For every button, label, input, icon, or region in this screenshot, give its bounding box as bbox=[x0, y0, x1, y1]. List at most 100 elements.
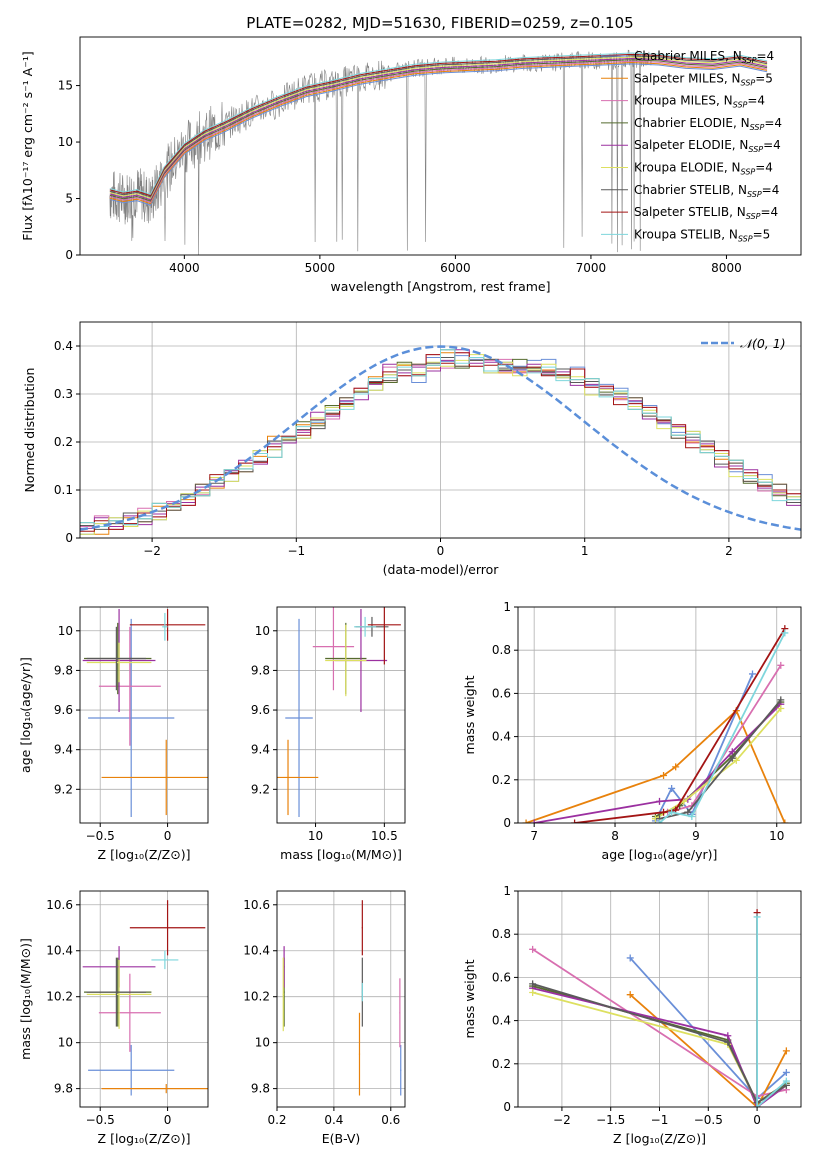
x-tick-label: −1 bbox=[287, 544, 305, 558]
model-line-0 bbox=[109, 63, 768, 206]
data-point bbox=[660, 771, 668, 779]
axes-frame bbox=[79, 606, 209, 824]
model-line-7 bbox=[109, 53, 768, 197]
y-tick-label: 9.4 bbox=[251, 743, 270, 757]
model-line-5 bbox=[109, 56, 768, 199]
x-tick-label: 1 bbox=[581, 544, 589, 558]
plot-area-age-vs-z bbox=[82, 608, 208, 818]
y-tick-label: 10.6 bbox=[46, 898, 73, 912]
weight-line-7 bbox=[574, 628, 786, 823]
y-axis-label: mass weight bbox=[462, 675, 477, 754]
plot-area-mass-vs-z bbox=[82, 900, 208, 1096]
axes-frame bbox=[79, 36, 802, 256]
y-tick-label: 10 bbox=[58, 624, 73, 638]
legend-entry: Kroupa ELODIE, NSSP=4 bbox=[634, 161, 773, 177]
legend-entry: 𝒩(0, 1) bbox=[740, 336, 786, 351]
data-point bbox=[724, 1032, 732, 1040]
y-tick-label: 9.6 bbox=[54, 703, 73, 717]
data-point bbox=[626, 954, 634, 962]
legend-tail: =4 bbox=[763, 138, 781, 152]
x-axis-label: age [log₁₀(age/yr)] bbox=[602, 847, 718, 862]
legend-tail: =4 bbox=[747, 94, 765, 108]
y-axis-label: age [log₁₀(age/yr)] bbox=[18, 657, 33, 773]
axes-frame bbox=[79, 890, 209, 1108]
x-tick-label: 10.5 bbox=[371, 829, 398, 843]
axes-frame bbox=[517, 606, 802, 824]
axes-mass-vs-z: −0.5 0 9.8 10 10.2 10.4 10.6 Z [log₁₀(Z/Z⊙)] mas… bbox=[18, 890, 209, 1146]
x-tick-label: 8000 bbox=[711, 261, 742, 275]
data-point bbox=[684, 808, 692, 816]
x-tick-label: 8 bbox=[611, 829, 619, 843]
y-tick-label: 0.2 bbox=[54, 435, 73, 449]
plot-area-spectrum bbox=[109, 49, 768, 255]
plot-area-mass-vs-ebv bbox=[282, 900, 402, 1096]
x-tick-label: −1 bbox=[651, 1113, 669, 1127]
legend-entry: Chabrier ELODIE, NSSP=4 bbox=[634, 116, 782, 132]
data-point bbox=[781, 629, 789, 637]
y-tick-label: 9.8 bbox=[251, 1082, 270, 1096]
x-tick-label: −0.5 bbox=[694, 1113, 723, 1127]
data-point bbox=[529, 989, 537, 997]
normal-reference-curve bbox=[80, 345, 801, 531]
data-point bbox=[522, 819, 530, 823]
y-tick-label: 9.8 bbox=[54, 663, 73, 677]
x-tick-label: 4000 bbox=[169, 261, 200, 275]
y-tick-label: 10.2 bbox=[46, 990, 73, 1004]
y-tick-label: 0 bbox=[503, 816, 511, 830]
data-point bbox=[688, 813, 696, 821]
axes-frame bbox=[517, 890, 802, 1108]
legend-entry: Salpeter ELODIE, NSSP=4 bbox=[634, 138, 781, 154]
x-tick-label: −2 bbox=[143, 544, 161, 558]
plot-area-mass-weight-vs-age bbox=[522, 625, 789, 823]
y-axis-label: Normed distribution bbox=[22, 368, 37, 493]
axes-age-vs-mass: 10 10.5 9.2 9.4 9.6 9.8 10 mass [log₁₀(M/M⊙)] bbox=[251, 606, 406, 862]
legend-subscript: SSP bbox=[741, 78, 756, 87]
y-tick-label: 0.8 bbox=[492, 643, 511, 657]
legend-subscript: SSP bbox=[747, 190, 762, 199]
axes-frame bbox=[276, 890, 406, 1108]
weight-line-8 bbox=[756, 916, 787, 1107]
x-tick-label: 0.4 bbox=[324, 1113, 343, 1127]
legend-subscript: SSP bbox=[733, 101, 748, 110]
weight-line-1 bbox=[629, 994, 788, 1107]
figure-title: PLATE=0282, MJD=51630, FIBERID=0259, z=0… bbox=[246, 14, 633, 32]
data-point bbox=[753, 913, 761, 921]
data-point bbox=[668, 808, 676, 816]
axes-mass-vs-ebv: 0.2 0.4 0.6 9.8 10 10.2 10.4 10.6 E(B-V) bbox=[243, 890, 406, 1146]
model-line-1 bbox=[109, 61, 768, 205]
y-tick-label: 10.2 bbox=[243, 990, 270, 1004]
data-point bbox=[672, 763, 680, 771]
y-tick-label: 0.3 bbox=[54, 387, 73, 401]
x-tick-label: 0 bbox=[164, 829, 172, 843]
data-point bbox=[656, 797, 663, 805]
x-axis-label: mass [log₁₀(M/M⊙)] bbox=[280, 847, 402, 862]
y-tick-label: 0.6 bbox=[492, 686, 511, 700]
y-tick-label: 0.4 bbox=[492, 1014, 511, 1028]
y-tick-label: 0.6 bbox=[492, 970, 511, 984]
data-point bbox=[656, 819, 663, 823]
data-point bbox=[728, 754, 736, 762]
legend-tail: =5 bbox=[753, 227, 771, 241]
data-point bbox=[777, 696, 785, 704]
data-point bbox=[668, 784, 676, 792]
data-point bbox=[777, 705, 785, 713]
x-tick-label: −0.5 bbox=[86, 829, 115, 843]
x-tick-label: 10 bbox=[308, 829, 323, 843]
data-point bbox=[529, 980, 537, 988]
y-tick-label: 10 bbox=[58, 1036, 73, 1050]
y-tick-label: 10.6 bbox=[243, 898, 270, 912]
x-tick-label: 7 bbox=[530, 829, 538, 843]
weight-line-1 bbox=[525, 709, 786, 823]
y-axis-label: Flux [fλ10⁻¹⁷ erg cm⁻² s⁻¹ A⁻¹] bbox=[20, 51, 35, 240]
axes-spectrum: 4000 5000 6000 7000 8000 0 5 10 15 wavelength [An… bbox=[20, 36, 802, 294]
y-tick-label: 0.4 bbox=[54, 339, 73, 353]
y-tick-label: 1 bbox=[503, 600, 511, 614]
y-tick-label: 15 bbox=[58, 79, 73, 93]
legend-entry: Chabrier MILES, NSSP=4 bbox=[634, 49, 774, 65]
legend-tail: =5 bbox=[755, 71, 773, 85]
data-point bbox=[728, 748, 736, 756]
plot-area-residuals bbox=[80, 345, 801, 535]
weight-line-6 bbox=[659, 699, 782, 820]
legend-entry: Kroupa STELIB, NSSP=5 bbox=[634, 227, 770, 243]
x-tick-label: 10 bbox=[769, 829, 784, 843]
